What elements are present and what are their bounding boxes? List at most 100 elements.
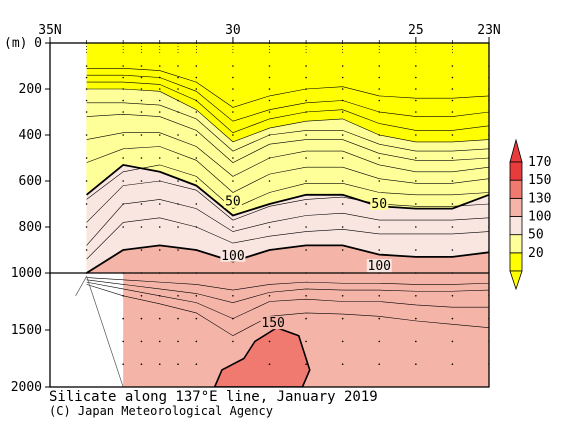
sample-dot [305,203,307,205]
sample-dot [451,340,454,343]
sample-dot [195,295,198,297]
sample-dot [177,249,179,251]
sample-dot [140,363,143,366]
contour-label-100: 100 [368,259,391,274]
contour-label-100: 100 [221,249,244,264]
sample-dot [122,180,124,182]
contour-label-bg [260,316,286,330]
sample-dot [305,226,307,228]
sample-dot [341,134,344,136]
sample-dot [85,157,88,159]
sample-dot [451,226,454,228]
sample-dot [140,340,143,343]
sample-dot [415,203,417,205]
sample-dot [177,88,179,90]
sample-dot [305,249,307,251]
sample-dot [305,317,307,320]
contour-line-upper-10 [86,199,489,246]
sample-dot [341,65,344,67]
sample-dot [268,65,271,67]
sample-dot [415,134,417,136]
sample-dot [268,76,271,79]
contour-line-50 [86,163,489,217]
sample-dot [268,88,271,90]
sample-dot [195,157,198,159]
sample-dot [341,111,344,113]
sample-dot [158,76,161,79]
sample-dot [268,99,271,102]
sample-dot [451,295,454,297]
sample-dot [140,249,143,251]
sample-dot [158,111,161,113]
sample-dot [158,180,161,182]
sample-dot [140,111,143,113]
sample-dot [451,111,454,113]
sample-dot [415,340,417,343]
sample-dot [195,99,198,102]
sample-dot [140,99,143,102]
colorbar-label: 170 [528,155,551,170]
sample-dot [140,317,143,320]
sample-dot [158,65,161,67]
section-bathymetry-line [75,275,124,387]
sample-dot [195,111,198,113]
sample-dot [122,249,124,251]
sample-dot [195,249,198,251]
sample-dot [378,340,381,343]
sample-dot [341,157,344,159]
sample-dot [268,295,271,297]
sample-dot [415,295,417,297]
sample-dot [378,99,381,102]
sample-dot [451,99,454,102]
sample-dot [195,203,198,205]
sample-dot [341,76,344,79]
sample-dot [158,88,161,90]
sample-dot [232,363,234,366]
sample-dot [232,99,234,102]
sample-dot [177,363,179,366]
sample-dot [177,340,179,343]
sample-dot [85,65,88,67]
sample-dot [415,111,417,113]
sample-dot [140,65,143,67]
contour-label-bg [366,259,392,273]
sample-dot [158,157,161,159]
contour-line-100 [86,244,489,274]
sample-dot [305,340,307,343]
sample-dot [415,180,417,182]
sample-dot [451,249,454,251]
sample-dot [195,88,198,90]
contour-line-upper-5 [86,113,489,163]
sample-dot [451,76,454,79]
sample-dot [268,203,271,205]
colorbar-label: 50 [528,228,544,243]
sample-dot [415,317,417,320]
sample-dot [195,134,198,136]
sample-dot [122,76,124,79]
sample-dot [85,203,88,205]
sample-dot [451,203,454,205]
contour-line-upper-4 [86,102,489,152]
y-tick-label: 800 [19,220,42,235]
sample-dot [122,363,124,366]
y-tick-label: 200 [19,82,42,97]
sample-dot [378,157,381,159]
contour-label-bg [370,197,389,210]
sample-dot [451,88,454,90]
sample-dot [177,76,179,79]
sample-dot [341,340,344,343]
sample-dot [268,249,271,251]
sample-dot [378,295,381,297]
x-tick-label: 25 [408,23,424,38]
sample-dot [232,317,234,320]
sample-dot [177,111,179,113]
colorbar-band [509,216,523,236]
sample-dot [158,317,161,320]
sample-dot [232,111,234,113]
y-tick-label: 1000 [11,266,42,281]
sample-dot [232,88,234,90]
sample-dot [122,65,124,67]
sample-dot [140,295,143,297]
contour-line-upper-2 [86,81,489,134]
sample-dot [305,99,307,102]
